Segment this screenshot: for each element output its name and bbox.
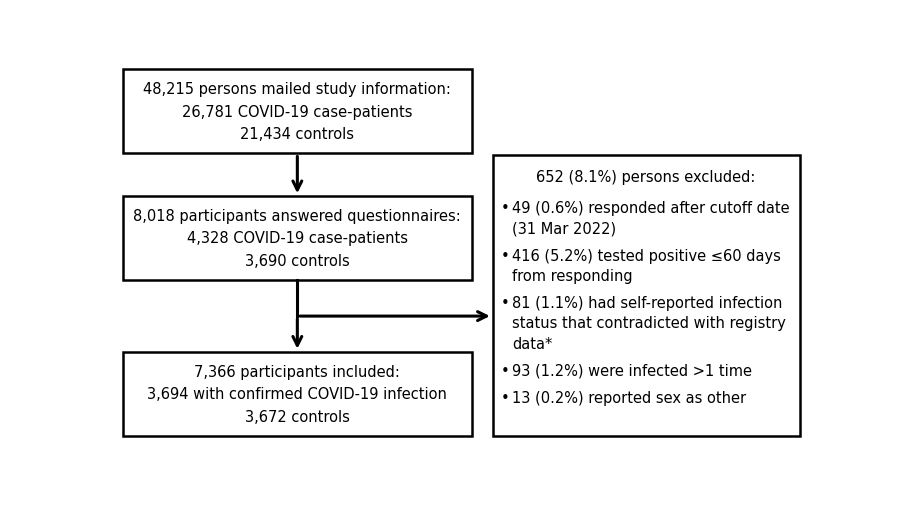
Text: 93 (1.2%) were infected >1 time: 93 (1.2%) were infected >1 time	[512, 363, 752, 378]
Text: 48,215 persons mailed study information:: 48,215 persons mailed study information:	[143, 82, 451, 97]
FancyBboxPatch shape	[492, 156, 799, 436]
Text: 13 (0.2%) reported sex as other: 13 (0.2%) reported sex as other	[512, 390, 746, 406]
Text: from responding: from responding	[512, 268, 633, 283]
Text: •: •	[501, 390, 509, 406]
Text: data*: data*	[512, 336, 553, 351]
Text: 7,366 participants included:: 7,366 participants included:	[194, 364, 400, 379]
Text: 81 (1.1%) had self-reported infection: 81 (1.1%) had self-reported infection	[512, 295, 782, 311]
Text: status that contradicted with registry: status that contradicted with registry	[512, 316, 786, 331]
Text: •: •	[501, 248, 509, 263]
Text: 21,434 controls: 21,434 controls	[240, 127, 355, 142]
Text: 416 (5.2%) tested positive ≤60 days: 416 (5.2%) tested positive ≤60 days	[512, 248, 781, 263]
Text: 652 (8.1%) persons excluded:: 652 (8.1%) persons excluded:	[536, 170, 756, 185]
Text: 26,781 COVID-19 case-patients: 26,781 COVID-19 case-patients	[182, 105, 412, 120]
FancyBboxPatch shape	[123, 352, 472, 436]
Text: •: •	[501, 200, 509, 216]
FancyBboxPatch shape	[123, 196, 472, 280]
Text: 8,018 participants answered questionnaires:: 8,018 participants answered questionnair…	[133, 209, 461, 223]
Text: •: •	[501, 295, 509, 311]
Text: •: •	[501, 363, 509, 378]
Text: 3,690 controls: 3,690 controls	[245, 254, 350, 269]
Text: 4,328 COVID-19 case-patients: 4,328 COVID-19 case-patients	[187, 231, 408, 246]
Text: 3,694 with confirmed COVID-19 infection: 3,694 with confirmed COVID-19 infection	[148, 386, 447, 401]
Text: (31 Mar 2022): (31 Mar 2022)	[512, 221, 616, 236]
FancyBboxPatch shape	[123, 70, 472, 154]
Text: 49 (0.6%) responded after cutoff date: 49 (0.6%) responded after cutoff date	[512, 200, 790, 216]
Text: 3,672 controls: 3,672 controls	[245, 409, 350, 424]
